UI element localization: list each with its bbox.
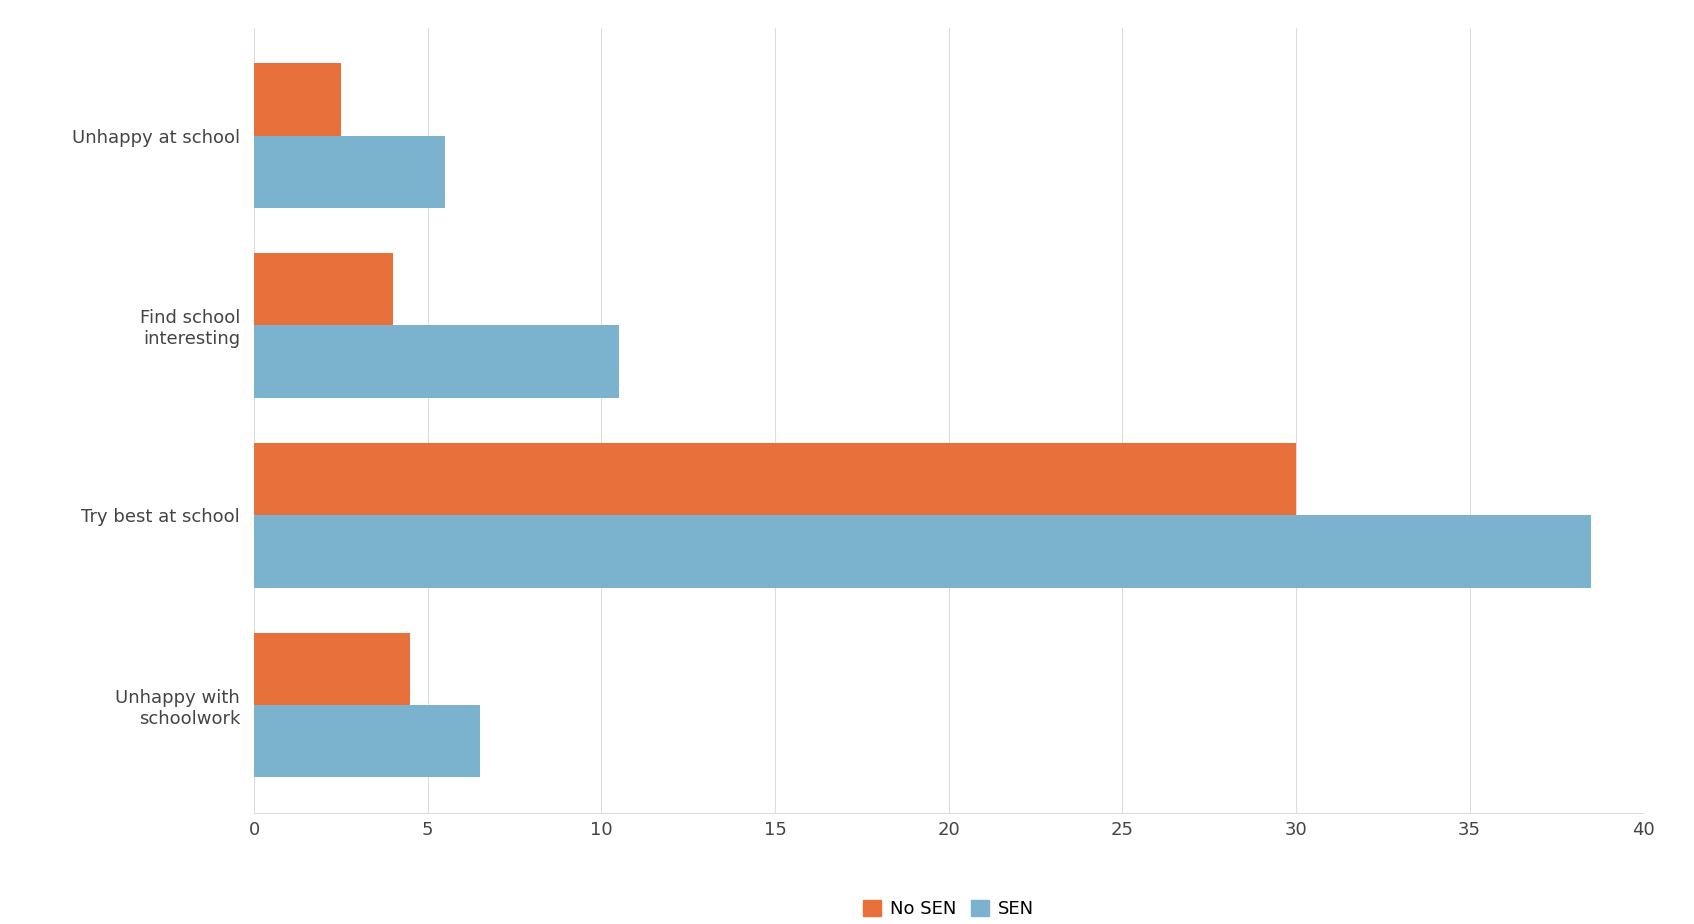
Bar <box>254 705 479 777</box>
Bar <box>254 136 446 208</box>
Legend: No SEN, SEN: No SEN, SEN <box>855 893 1042 924</box>
Bar <box>254 516 1591 588</box>
Bar <box>254 253 393 325</box>
Bar <box>254 64 340 136</box>
Bar <box>254 325 618 397</box>
Bar <box>254 444 1296 516</box>
Bar <box>254 633 410 705</box>
